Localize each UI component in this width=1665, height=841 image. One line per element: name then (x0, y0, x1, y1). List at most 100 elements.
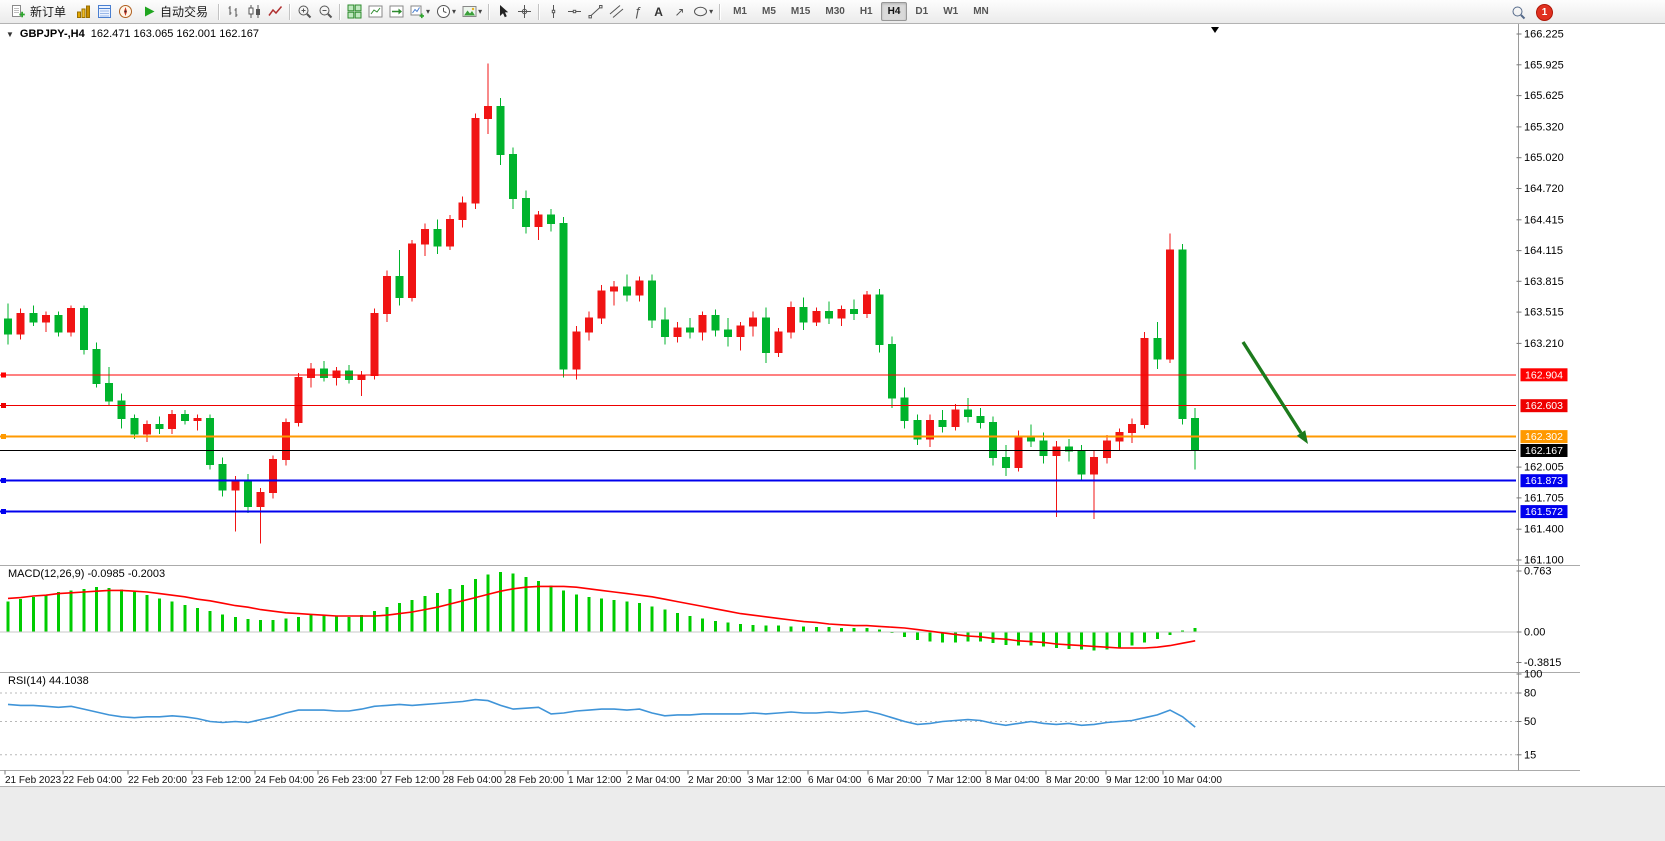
toolbar-separator (719, 3, 722, 20)
toolbar-separator (339, 3, 342, 20)
autotrading-play-icon (145, 6, 155, 17)
line-chart-button[interactable] (265, 2, 286, 22)
svg-text:1 Mar 12:00: 1 Mar 12:00 (568, 775, 622, 786)
period-button[interactable]: ▾ (433, 2, 459, 22)
svg-text:22 Feb 20:00: 22 Feb 20:00 (128, 775, 187, 786)
bar-chart-button[interactable] (223, 2, 244, 22)
toolbar: 新订单 自动交易 (0, 0, 1665, 24)
channel-icon (609, 5, 624, 18)
navigator-button[interactable] (115, 2, 136, 22)
vertical-line-tool-button[interactable] (543, 2, 564, 22)
annotation-arrow[interactable] (1241, 341, 1308, 444)
candles-series (4, 63, 1200, 544)
shapes-tool-button[interactable]: ▾ (690, 2, 716, 22)
chart-shift-button[interactable] (365, 2, 386, 22)
fibonacci-icon: ƒ (633, 4, 642, 19)
market-watch-button[interactable] (73, 2, 94, 22)
template-button[interactable]: ▾ (459, 2, 485, 22)
cursor-button[interactable] (493, 2, 514, 22)
svg-text:163.515: 163.515 (1524, 307, 1564, 319)
timeframe-m15-button[interactable]: M15 (784, 2, 817, 21)
macd-indicator-label: MACD(12,26,9) -0.0985 -0.2003 (8, 568, 166, 580)
svg-text:165.625: 165.625 (1524, 90, 1564, 102)
crosshair-button[interactable] (514, 2, 535, 22)
svg-text:161.572: 161.572 (1525, 506, 1563, 518)
svg-text:165.925: 165.925 (1524, 59, 1564, 71)
horizontal-line-tool-button[interactable] (564, 2, 585, 22)
svg-text:162.005: 162.005 (1524, 462, 1564, 474)
zoom-in-button[interactable] (294, 2, 315, 22)
trendline-icon (588, 5, 603, 19)
search-button[interactable] (1508, 2, 1529, 22)
auto-scroll-button[interactable] (386, 2, 407, 22)
time-axis: 21 Feb 2023 22 Feb 04:00 22 Feb 20:00 23 Fe… (4, 770, 1222, 786)
new-chart-dropdown-caret[interactable]: ▾ (426, 6, 431, 16)
search-icon (1512, 6, 1526, 19)
horizontal-price-lines[interactable] (0, 372, 1516, 515)
new-chart-button[interactable]: ▾ (407, 2, 433, 22)
timeframe-m30-button[interactable]: M30 (818, 2, 851, 21)
notification-badge[interactable]: 1 (1536, 3, 1553, 21)
collapse-one-click-icon[interactable]: ▼ (6, 29, 14, 39)
channel-tool-button[interactable] (606, 2, 627, 22)
chart-symbol-header: ▼ GBPJPY-,H4 162.471 163.065 162.001 162… (6, 28, 259, 40)
period-dropdown-caret[interactable]: ▾ (452, 6, 457, 16)
autotrading-button[interactable]: 自动交易 (136, 2, 215, 22)
price-chart[interactable]: 166.225 165.925 165.625 165.320 165.020 164.7… (0, 24, 1665, 786)
symbol-period-label: GBPJPY-,H4 (19, 28, 85, 40)
svg-text:28 Feb 04:00: 28 Feb 04:00 (443, 775, 502, 786)
svg-text:7 Mar 12:00: 7 Mar 12:00 (928, 775, 982, 786)
tile-windows-button[interactable] (344, 2, 365, 22)
shapes-icon (694, 6, 708, 17)
shapes-dropdown-caret[interactable]: ▾ (709, 6, 714, 16)
svg-text:8 Mar 04:00: 8 Mar 04:00 (986, 775, 1040, 786)
svg-text:166.225: 166.225 (1524, 29, 1564, 41)
svg-text:21 Feb 2023: 21 Feb 2023 (5, 775, 62, 786)
text-tool-button[interactable]: A (648, 2, 669, 22)
data-window-icon (98, 5, 112, 18)
fibonacci-tool-button[interactable]: ƒ (627, 2, 648, 22)
svg-text:22 Feb 04:00: 22 Feb 04:00 (63, 775, 122, 786)
svg-text:80: 80 (1524, 688, 1536, 700)
timeframe-w1-button[interactable]: W1 (936, 2, 965, 21)
vertical-line-icon (551, 5, 556, 18)
svg-text:162.302: 162.302 (1525, 431, 1563, 443)
svg-text:100: 100 (1524, 669, 1542, 681)
new-chart-icon (410, 5, 425, 19)
timeframe-h4-button[interactable]: H4 (880, 2, 908, 21)
zoom-in-icon (298, 5, 312, 19)
svg-text:0.763: 0.763 (1524, 566, 1552, 578)
toolbar-separator (488, 3, 491, 20)
line-chart-icon (268, 6, 283, 16)
svg-text:164.415: 164.415 (1524, 214, 1564, 226)
trendline-tool-button[interactable] (585, 2, 606, 22)
svg-text:6 Mar 04:00: 6 Mar 04:00 (808, 775, 862, 786)
svg-text:24 Feb 04:00: 24 Feb 04:00 (255, 775, 314, 786)
timeframe-mn-button[interactable]: MN (966, 2, 996, 21)
timeframe-m5-button[interactable]: M5 (755, 2, 783, 21)
timeframe-d1-button[interactable]: D1 (908, 2, 935, 21)
svg-text:8 Mar 20:00: 8 Mar 20:00 (1046, 775, 1100, 786)
new-order-label: 新订单 (30, 5, 67, 19)
arrow-tool-button[interactable]: ↗ (669, 2, 690, 22)
new-order-button[interactable]: 新订单 (4, 2, 73, 22)
timeframe-m1-button[interactable]: M1 (726, 2, 754, 21)
candlestick-chart-button[interactable] (244, 2, 265, 22)
template-dropdown-caret[interactable]: ▾ (478, 6, 483, 16)
ohlc-values-label: 162.471 163.065 162.001 162.167 (90, 28, 259, 40)
timeframe-h1-button[interactable]: H1 (853, 2, 880, 21)
data-window-button[interactable] (94, 2, 115, 22)
svg-text:50: 50 (1524, 716, 1536, 728)
toolbar-right: 1 (1508, 0, 1553, 24)
svg-text:164.720: 164.720 (1524, 183, 1564, 195)
svg-text:163.210: 163.210 (1524, 338, 1564, 350)
price-axis: 166.225 165.925 165.625 165.320 165.020 164.7… (1516, 29, 1564, 567)
svg-text:164.115: 164.115 (1524, 245, 1563, 257)
zoom-out-button[interactable] (315, 2, 336, 22)
svg-text:163.815: 163.815 (1524, 276, 1564, 288)
chart-window[interactable]: 166.225 165.925 165.625 165.320 165.020 164.7… (0, 24, 1665, 786)
rsi-indicator-label: RSI(14) 44.1038 (8, 675, 89, 687)
horizontal-line-icon (568, 9, 582, 14)
bar-chart-icon (228, 6, 238, 17)
